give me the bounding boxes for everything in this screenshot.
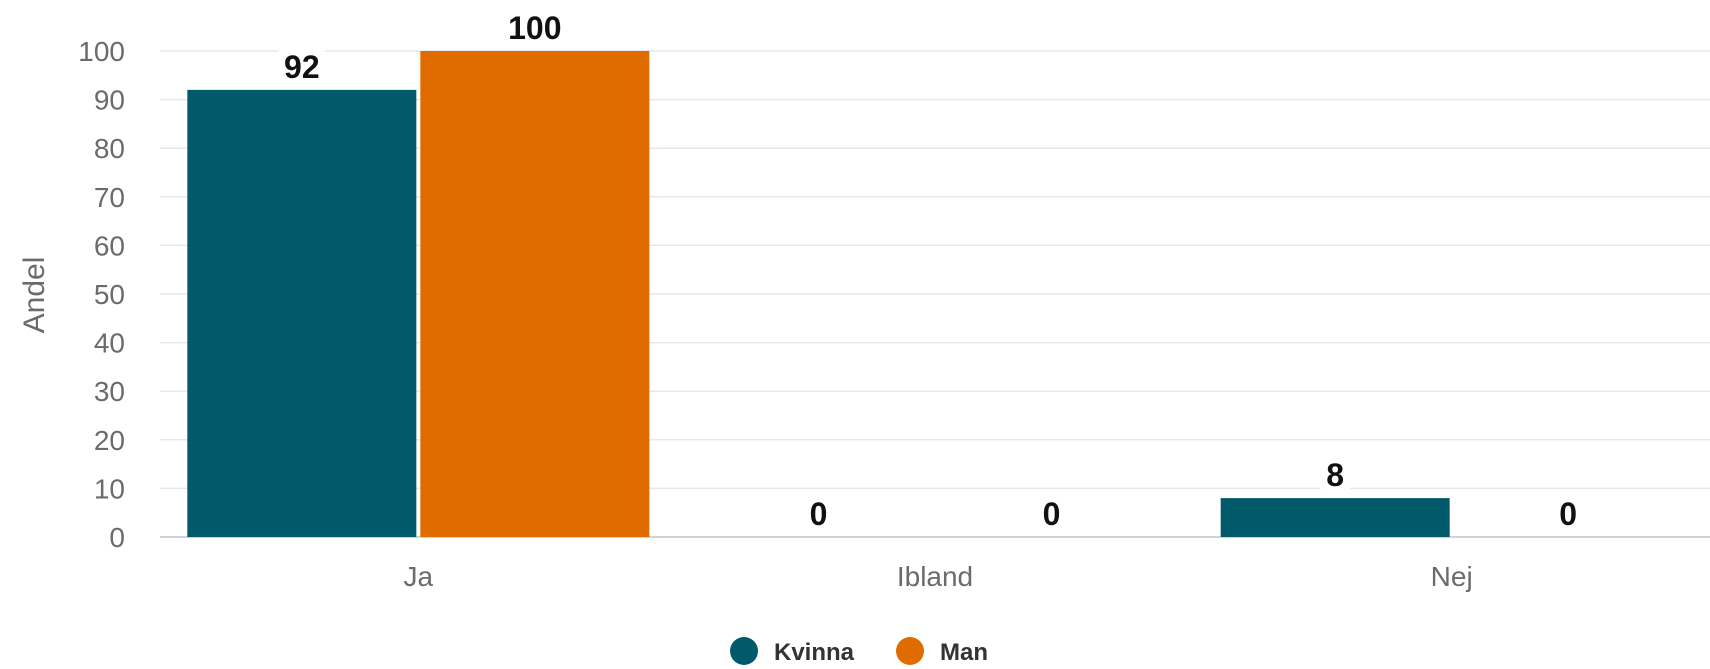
data-label-background: [501, 11, 569, 49]
legend[interactable]: Kvinna Man: [730, 637, 988, 666]
data-label: 0: [1559, 496, 1577, 532]
y-tick-label: 80: [94, 133, 125, 164]
grid-lines: [160, 50, 1710, 538]
x-tick-label: Nej: [1431, 561, 1473, 592]
y-tick-label: 90: [94, 85, 125, 116]
bars: [187, 51, 1450, 537]
legend-item-kvinna[interactable]: Kvinna: [730, 637, 855, 666]
y-axis-title: Andel: [18, 257, 51, 334]
data-label-background: [804, 497, 833, 535]
y-tick-label: 70: [94, 182, 125, 213]
y-tick-label: 40: [94, 328, 125, 359]
x-axis-ticks: Ja Ibland Nej: [404, 561, 1473, 592]
y-tick-label: 60: [94, 230, 125, 261]
y-tick-label: 0: [109, 522, 125, 553]
data-label-background: [277, 49, 326, 88]
y-tick-label: 50: [94, 279, 125, 310]
bar-kvinna-ja[interactable]: [187, 89, 417, 537]
data-label-background: [1553, 497, 1583, 535]
legend-label: Kvinna: [774, 639, 855, 666]
data-label: 0: [810, 496, 828, 532]
y-axis-ticks: 0 10 20 30 40 50 60 70 80 90 100: [78, 36, 125, 553]
bar-kvinna-nej[interactable]: [1220, 498, 1450, 537]
data-label: 0: [1043, 496, 1061, 532]
legend-item-man[interactable]: Man: [896, 637, 988, 666]
y-tick-label: 30: [94, 376, 125, 407]
y-tick-label: 20: [94, 425, 125, 456]
data-label-background: [1320, 458, 1350, 497]
data-label: 8: [1326, 457, 1344, 493]
x-tick-label: Ibland: [897, 561, 973, 592]
data-label: 92: [284, 49, 320, 85]
y-tick-label: 100: [78, 36, 125, 67]
y-tick-label: 10: [94, 473, 125, 504]
legend-label: Man: [940, 639, 988, 666]
legend-marker-icon: [730, 637, 758, 665]
bar-man-ja[interactable]: [420, 51, 650, 537]
x-tick-label: Ja: [404, 561, 434, 592]
legend-marker-icon: [896, 637, 924, 665]
data-label: 100: [508, 10, 561, 46]
data-labels: 92 100 0 0 8 0: [277, 10, 1583, 535]
data-label-background: [1037, 497, 1066, 535]
